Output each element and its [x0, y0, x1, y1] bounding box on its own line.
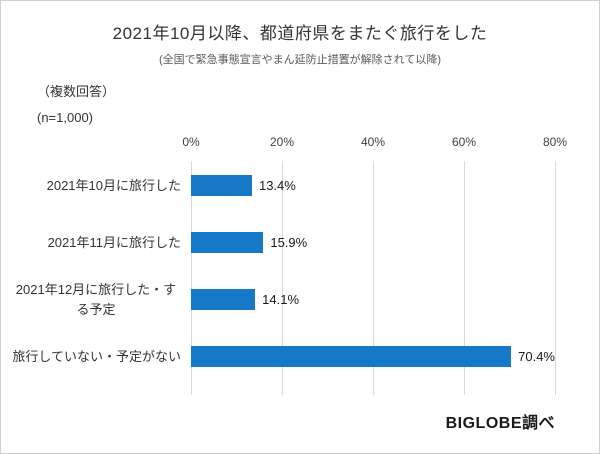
category-labels: 2021年10月に旅行した 2021年11月に旅行した 2021年12月に旅行した・… [11, 133, 191, 399]
bar-row: 15.9% [191, 214, 555, 271]
bar [191, 289, 256, 310]
bar [191, 175, 252, 196]
chart-rows: 13.4% 15.9% 14.1% 70.4% [191, 157, 555, 385]
plot-area: 13.4% 15.9% 14.1% 70.4% [191, 157, 556, 399]
x-tick-label: 60% [451, 135, 477, 149]
source-credit: BIGLOBE調べ [445, 415, 555, 432]
value-label: 13.4% [258, 178, 296, 193]
gridline [191, 161, 192, 395]
x-axis-ticks: 0% 20% 40% 60% 80% [182, 133, 567, 157]
bar [191, 346, 512, 367]
x-tick-label: 80% [542, 135, 568, 149]
x-tick-label: 40% [360, 135, 386, 149]
category-label: 旅行していない・予定がない [12, 348, 181, 364]
x-tick-label: 0% [182, 135, 200, 149]
value-label: 70.4% [518, 349, 555, 364]
gridline [464, 161, 465, 395]
value-label: 15.9% [270, 235, 308, 250]
bar-row: 14.1% [191, 271, 555, 328]
category-label: 2021年12月に旅行した・する予定 [15, 282, 177, 317]
bar [191, 232, 264, 253]
category-label: 2021年11月に旅行した [47, 234, 181, 250]
multiple-answer-note: （複数回答） [37, 84, 116, 99]
x-tick-label: 20% [269, 135, 295, 149]
gridline [555, 161, 556, 395]
bar-row: 13.4% [191, 157, 555, 214]
chart-meta: （複数回答） (n=1,000) [37, 79, 599, 131]
bar-row: 70.4% [191, 328, 555, 385]
sample-size-note: (n=1,000) [37, 110, 94, 125]
value-label: 14.1% [262, 292, 300, 307]
gridline [282, 161, 283, 395]
chart-title: 2021年10月以降、都道府県をまたぐ旅行をした [112, 24, 488, 43]
chart-subtitle: (全国で緊急事態宣言やまん延防止措置が解除されて以降) [159, 54, 441, 66]
bar-chart: 2021年10月に旅行した 2021年11月に旅行した 2021年12月に旅行した・… [11, 133, 567, 399]
category-label: 2021年10月に旅行した [46, 177, 181, 193]
gridline [373, 161, 374, 395]
plot-column: 0% 20% 40% 60% 80% 13.4% 15.9% 14.1% 70.4% [182, 133, 567, 399]
